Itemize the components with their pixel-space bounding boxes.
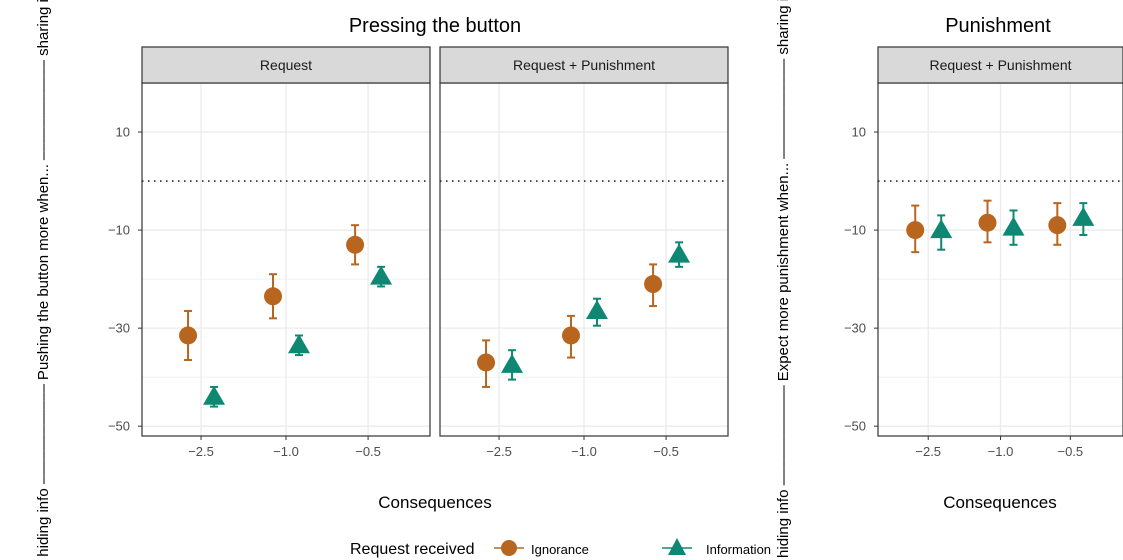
- data-point-information: [668, 243, 691, 263]
- facet-panel: Request + Punishment −2.5 −1.0 −0.5: [439, 46, 729, 459]
- data-point-information: [1072, 206, 1095, 226]
- x-tick-label: −2.5: [188, 444, 214, 459]
- legend-label-information: Information: [706, 542, 771, 557]
- y-tick-label: −10: [108, 223, 130, 238]
- data-point-ignorance: [179, 326, 198, 345]
- y-axis-label-part: Pushing the button more when...: [35, 164, 52, 380]
- chart-title: Pressing the button: [349, 15, 521, 37]
- data-point-information: [203, 385, 226, 405]
- x-tick-label: −1.0: [273, 444, 299, 459]
- data-point-ignorance: [978, 213, 997, 232]
- data-point-information: [370, 265, 393, 285]
- data-point-ignorance: [477, 353, 496, 372]
- x-tick-label: −1.0: [571, 444, 597, 459]
- y-tick-label: 10: [852, 125, 866, 140]
- y-tick-label: −50: [108, 419, 130, 434]
- data-point-information: [288, 334, 310, 354]
- data-point-ignorance: [1048, 216, 1067, 235]
- data-point-ignorance: [346, 235, 365, 254]
- y-tick-label: 10: [116, 125, 130, 140]
- x-axis-label: Consequences: [378, 493, 491, 512]
- y-axis-label-part: –––––––––––– sharing info –>: [35, 0, 52, 160]
- facet-panel: Request + Punishment −2.5 −1.0 −0.5: [877, 46, 1123, 459]
- legend-triangle-icon: [668, 538, 686, 555]
- facet-strip: [877, 46, 1123, 84]
- y-axis-label-part: <– hiding info ––––––––––––: [35, 383, 52, 560]
- legend-label-ignorance: Ignorance: [531, 542, 589, 557]
- x-tick-label: −0.5: [653, 444, 679, 459]
- facet-strip-label: Request: [260, 57, 312, 73]
- x-tick-label: −0.5: [1057, 444, 1083, 459]
- data-point-ignorance: [264, 287, 282, 306]
- y-tick-label: −30: [844, 321, 866, 336]
- data-point-information: [501, 353, 524, 373]
- data-point-ignorance: [644, 275, 663, 294]
- y-axis-label: <– hiding info –––––––––––– Expect more p…: [775, 0, 792, 560]
- facet-strip-label: Request + Punishment: [929, 57, 1071, 73]
- facet-strip: [439, 46, 729, 84]
- legend-title: Request received: [350, 541, 475, 558]
- data-point-ignorance: [562, 326, 580, 345]
- legend-circle-icon: [501, 540, 517, 556]
- data-point-information: [586, 299, 608, 319]
- data-point-information: [1002, 216, 1025, 236]
- y-axis-label-part: Expect more punishment when...: [775, 163, 792, 381]
- facet-strip: [141, 46, 431, 84]
- y-axis-label-part: <– hiding info ––––––––––––: [775, 385, 792, 560]
- legend: Request received Ignorance Information: [350, 538, 771, 558]
- legend-item-information: Information: [662, 538, 771, 557]
- chart-title: Punishment: [945, 15, 1051, 37]
- x-tick-label: −1.0: [988, 444, 1014, 459]
- facet-strip-label: Request + Punishment: [513, 57, 655, 73]
- y-tick-label: −50: [844, 419, 866, 434]
- data-point-ignorance: [906, 221, 925, 240]
- x-axis-label: Consequences: [943, 493, 1056, 512]
- x-tick-label: −0.5: [355, 444, 381, 459]
- y-axis-label-part: –––––––––––– sharing info –>: [775, 0, 792, 159]
- y-tick-label: −30: [108, 321, 130, 336]
- charts-group: Pressing the button <– hiding info ––––––…: [35, 0, 1123, 560]
- y-tick-label: −10: [844, 223, 866, 238]
- y-axis-label: <– hiding info –––––––––––– Pushing the b…: [35, 0, 52, 560]
- legend-item-ignorance: Ignorance: [494, 540, 589, 557]
- facet-panel: Request −2.5 −1.0 −0.5: [141, 46, 431, 459]
- x-tick-label: −2.5: [915, 444, 941, 459]
- data-point-information: [930, 219, 953, 239]
- x-tick-label: −2.5: [486, 444, 512, 459]
